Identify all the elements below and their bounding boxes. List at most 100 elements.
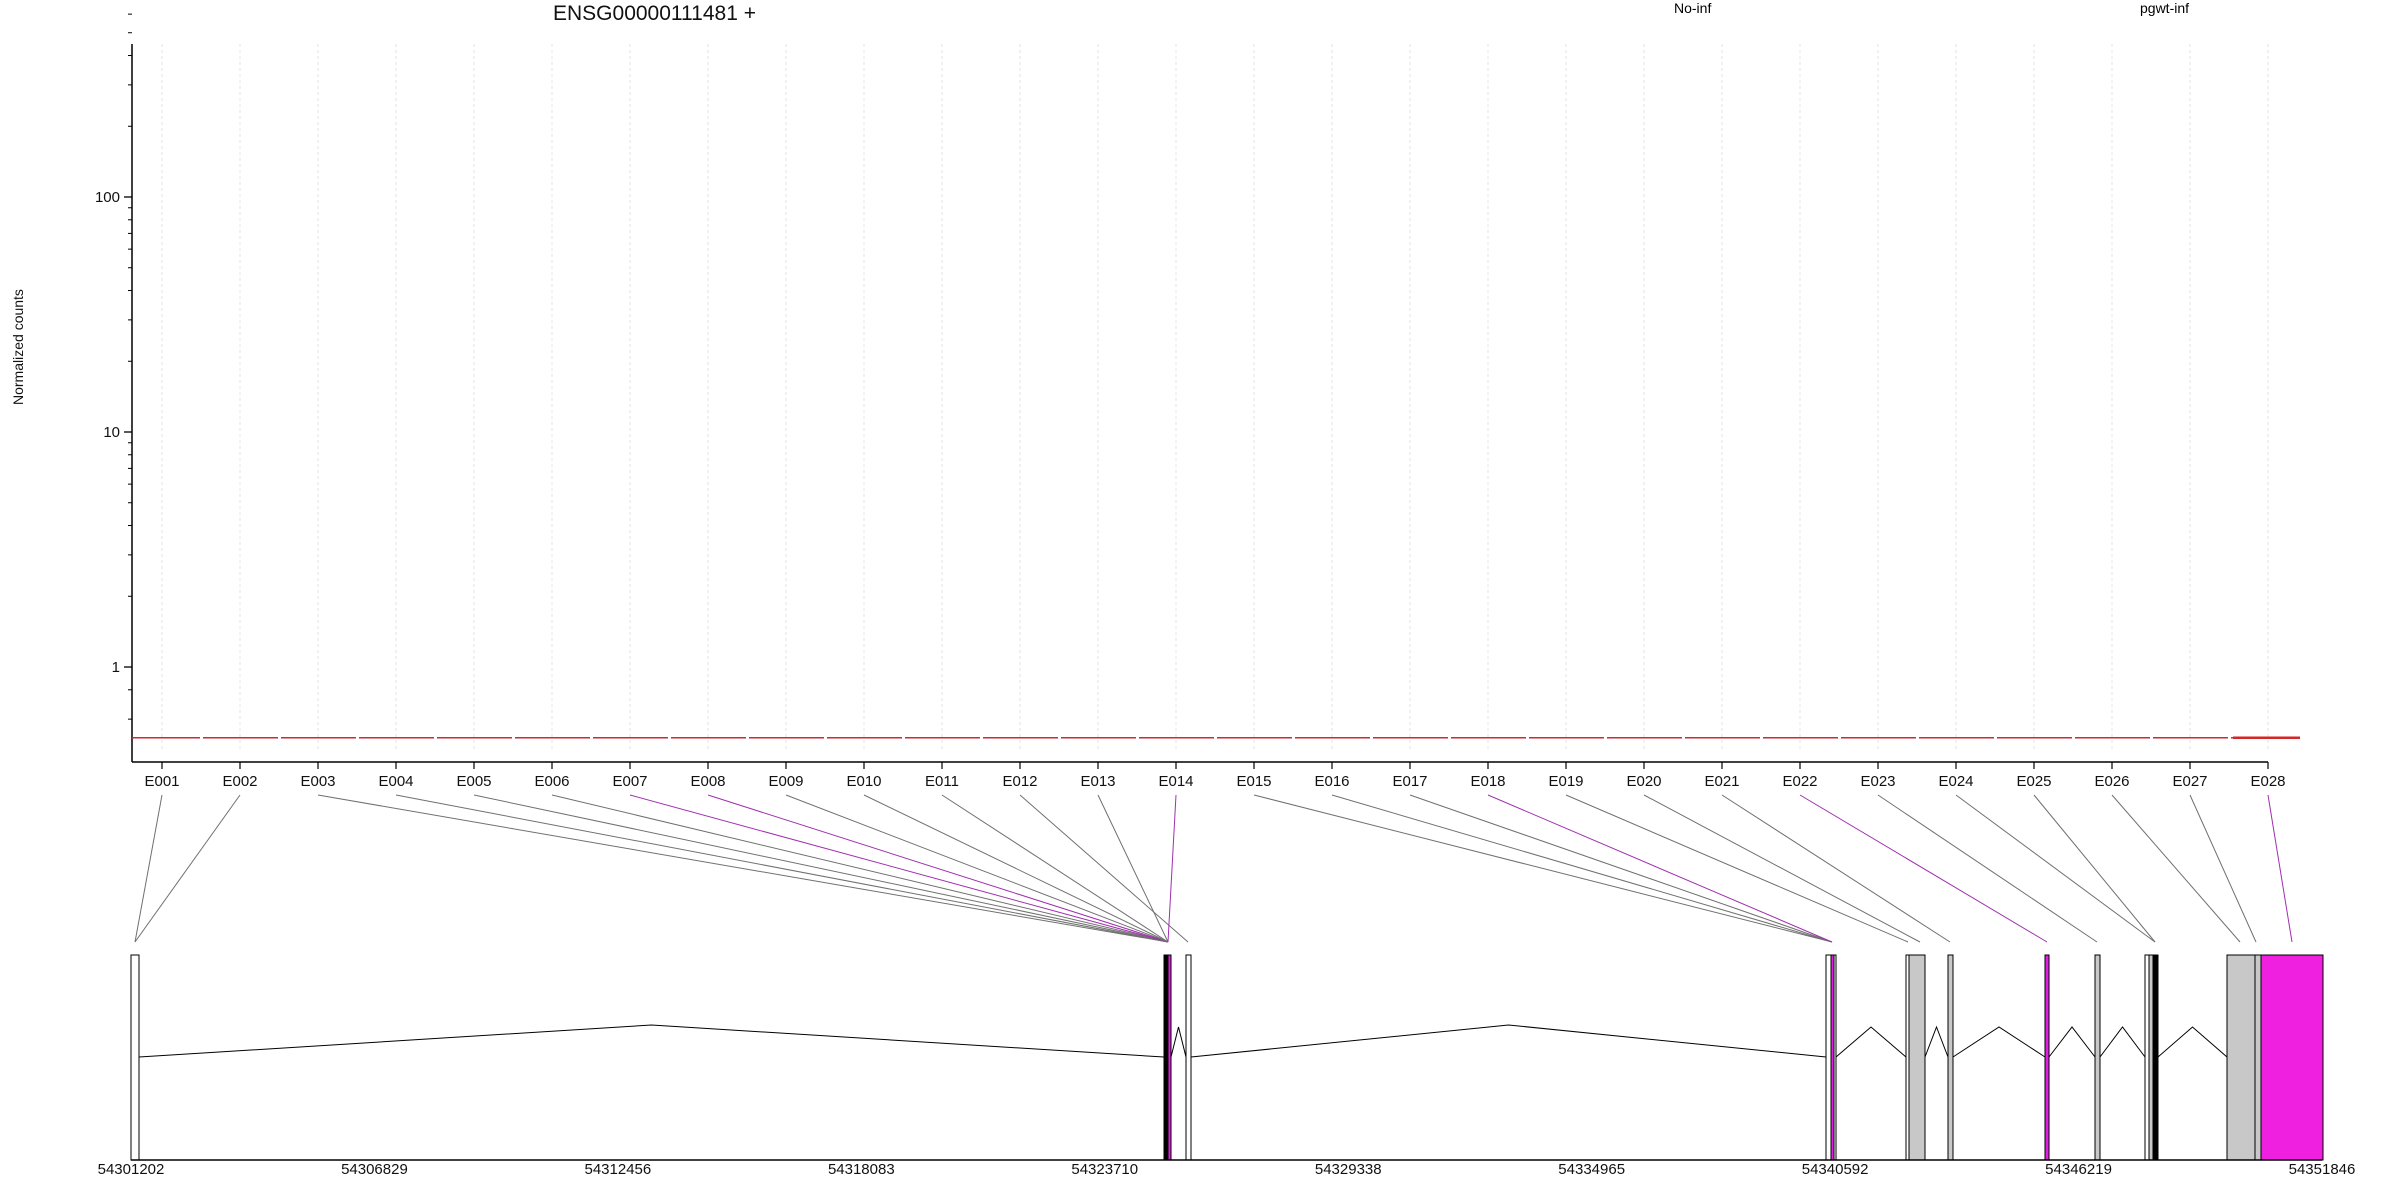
x-tick-label: E019	[1548, 773, 1583, 790]
intron-line	[2099, 1026, 2146, 1058]
intron-line	[1170, 1026, 1187, 1058]
genomic-tick-label: 54329338	[1315, 1161, 1382, 1178]
chart-title: ENSG00000111481 +	[553, 2, 756, 25]
exon-connector	[863, 794, 1169, 943]
exon-connector	[1331, 794, 1833, 943]
exon-connector	[707, 794, 1169, 943]
intron-line	[1835, 1026, 1907, 1058]
legend-pgwt-inf: pgwt-inf	[2140, 0, 2190, 16]
exon-connector	[1019, 794, 1189, 943]
x-tick-label: E009	[768, 773, 803, 790]
exon-box	[2152, 954, 2159, 1161]
exon-box	[1947, 954, 1954, 1161]
x-tick-label: E005	[456, 773, 491, 790]
x-tick-label: E002	[222, 773, 257, 790]
exon-connector	[1097, 794, 1169, 943]
exon-connector	[1253, 794, 1833, 943]
gene-model: 54301202 54306829 54312456 54318083 54323710…	[98, 954, 2356, 1178]
genomic-tick-label: 54351846	[2289, 1161, 2356, 1178]
exon-connector	[1487, 794, 1833, 943]
vertical-gridlines	[161, 44, 2269, 752]
exon-connector	[1721, 794, 1951, 943]
intron-line	[1924, 1025, 1949, 1058]
exon-box	[1167, 954, 1172, 1161]
legend-no-inf: No-inf	[1674, 0, 1712, 16]
exon-connector	[134, 794, 241, 943]
exon-box	[2226, 954, 2256, 1161]
x-tick-label: E027	[2172, 773, 2207, 790]
x-tick-label: E014	[1158, 773, 1193, 790]
exon-box	[1185, 954, 1192, 1161]
exon-connector	[2033, 794, 2156, 943]
x-tick-label: E020	[1626, 773, 1661, 790]
y-tick-label: 1	[112, 659, 120, 676]
genomic-tick-label: 54301202	[98, 1161, 165, 1178]
x-tick-label: E022	[1782, 773, 1817, 790]
x-tick-label: E026	[2094, 773, 2129, 790]
intron-line	[2157, 1026, 2228, 1058]
y-tick-label: 10	[103, 424, 120, 441]
x-tick-label: E007	[612, 773, 647, 790]
genomic-tick-label: 54340592	[1802, 1161, 1869, 1178]
exon-connector	[551, 794, 1169, 943]
exon-connector	[1167, 794, 1177, 943]
exon-box	[1833, 954, 1837, 1161]
exon-box	[2044, 954, 2050, 1161]
x-tick-label: E010	[846, 773, 881, 790]
x-tick-label: E008	[690, 773, 725, 790]
exon-connector	[1565, 794, 1909, 943]
exon-connector	[941, 794, 1169, 943]
x-tick-label: E004	[378, 773, 413, 790]
exon-box	[2148, 954, 2154, 1161]
exon-connector	[1955, 794, 2156, 943]
exon-connector	[1643, 794, 1921, 943]
exon-connector	[1409, 794, 1833, 943]
exon-connector	[1799, 794, 2048, 943]
genomic-tick-label: 54323710	[1071, 1161, 1138, 1178]
x-tick-label: E003	[300, 773, 335, 790]
exon-box	[2094, 954, 2101, 1161]
exon-connector	[134, 794, 163, 943]
exon-connector	[473, 794, 1169, 943]
exon-box	[1908, 954, 1926, 1161]
exon-connector	[317, 794, 1169, 943]
intron-line	[138, 1024, 1165, 1058]
exon-connector	[2267, 794, 2293, 943]
genomic-tick-label: 54334965	[1558, 1161, 1625, 1178]
exon-connector	[1877, 794, 2098, 943]
exon-connector	[785, 794, 1169, 943]
exon-box	[1163, 954, 1169, 1161]
genomic-tick-label: 54346219	[2045, 1161, 2112, 1178]
x-tick-label: E028	[2250, 773, 2285, 790]
plot-axes: 1 10 100 E001 E002 E003 E004 E005 E006 E007 E008 E0…	[95, 13, 2286, 790]
intron-line	[1952, 1026, 2046, 1058]
x-tick-label: E023	[1860, 773, 1895, 790]
exon-box	[1825, 954, 1832, 1161]
x-tick-label: E013	[1080, 773, 1115, 790]
x-tick-label: E015	[1236, 773, 1271, 790]
exon-connector	[2111, 794, 2241, 943]
exon-connector	[395, 794, 1169, 943]
genomic-tick-label: 54312456	[585, 1161, 652, 1178]
genomic-tick-label: 54306829	[341, 1161, 408, 1178]
exon-box	[2254, 954, 2262, 1161]
x-tick-label: E017	[1392, 773, 1427, 790]
genomic-tick-label: 54318083	[828, 1161, 895, 1178]
x-tick-label: E018	[1470, 773, 1505, 790]
exon-box	[2260, 954, 2324, 1161]
y-tick-label: 100	[95, 189, 120, 206]
x-tick-label: E021	[1704, 773, 1739, 790]
x-tick-label: E025	[2016, 773, 2051, 790]
intron-line	[2048, 1026, 2096, 1058]
x-tick-label: E006	[534, 773, 569, 790]
x-tick-label: E012	[1002, 773, 1037, 790]
x-tick-label: E001	[144, 773, 179, 790]
exon-box	[130, 954, 140, 1161]
exon-connector	[629, 794, 1169, 943]
x-tick-label: E011	[925, 773, 959, 790]
x-tick-label: E024	[1938, 773, 1973, 790]
exon-box	[2144, 954, 2150, 1161]
exon-connector	[2189, 794, 2257, 943]
x-tick-label: E016	[1314, 773, 1349, 790]
